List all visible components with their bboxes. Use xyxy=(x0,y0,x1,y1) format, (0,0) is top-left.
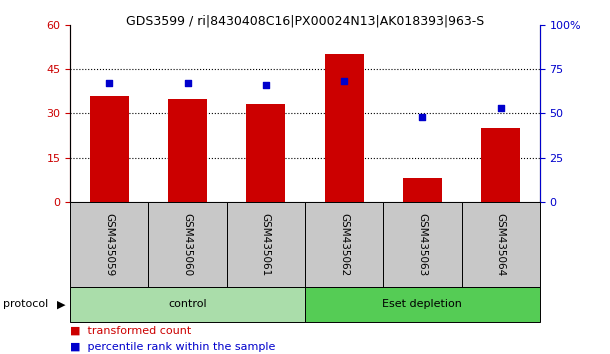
Point xyxy=(104,80,114,86)
Bar xyxy=(168,98,207,202)
Text: GSM435061: GSM435061 xyxy=(261,213,271,276)
Point xyxy=(261,82,271,88)
Text: Eset depletion: Eset depletion xyxy=(382,299,462,309)
Text: control: control xyxy=(168,299,207,309)
Bar xyxy=(305,287,540,322)
Text: GSM435063: GSM435063 xyxy=(417,213,428,276)
Bar xyxy=(246,104,285,202)
Text: ▶: ▶ xyxy=(57,299,66,309)
Bar xyxy=(305,202,383,287)
Text: ■  percentile rank within the sample: ■ percentile rank within the sample xyxy=(70,342,276,352)
Bar xyxy=(462,202,540,287)
Text: GSM435059: GSM435059 xyxy=(104,213,114,276)
Point xyxy=(496,105,506,111)
Text: GSM435062: GSM435062 xyxy=(339,213,349,276)
Text: GDS3599 / ri|8430408C16|PX00024N13|AK018393|963-S: GDS3599 / ri|8430408C16|PX00024N13|AK018… xyxy=(126,14,484,27)
Text: GSM435064: GSM435064 xyxy=(496,213,506,276)
Text: GSM435060: GSM435060 xyxy=(182,213,193,276)
Bar xyxy=(403,178,442,202)
Bar xyxy=(481,128,520,202)
Point xyxy=(183,80,193,86)
Bar xyxy=(325,54,364,202)
Bar xyxy=(383,202,462,287)
Point xyxy=(339,79,349,84)
Bar xyxy=(70,287,305,322)
Text: ■  transformed count: ■ transformed count xyxy=(70,326,192,336)
Bar xyxy=(148,202,227,287)
Text: protocol: protocol xyxy=(3,299,48,309)
Bar xyxy=(70,202,148,287)
Bar xyxy=(227,202,305,287)
Point xyxy=(417,114,427,120)
Bar xyxy=(90,96,129,202)
